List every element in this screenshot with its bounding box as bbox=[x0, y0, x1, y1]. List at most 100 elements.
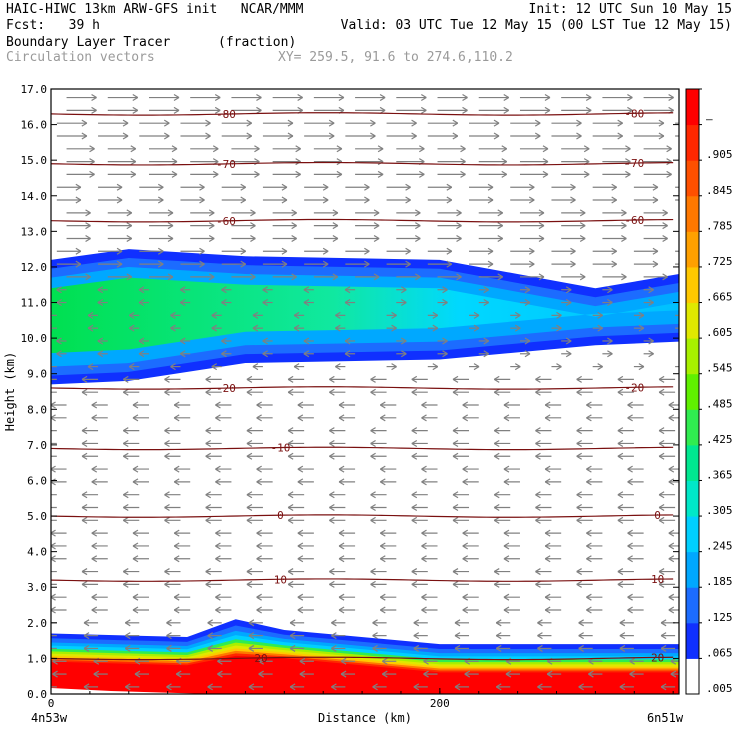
wind-vector-21 bbox=[258, 670, 273, 678]
wind-vector-102 bbox=[297, 606, 314, 614]
contour-label--80-0: -80 bbox=[216, 108, 236, 121]
wind-vector-444 bbox=[561, 337, 572, 345]
wind-vector-484 bbox=[221, 299, 232, 307]
y-tick-label-10.0: 10.0 bbox=[21, 332, 48, 345]
wind-vector-135 bbox=[329, 580, 346, 588]
wind-vector-3 bbox=[166, 683, 181, 691]
wind-vector-276 bbox=[215, 465, 232, 473]
wind-vector-458 bbox=[469, 324, 480, 332]
wind-vector-581 bbox=[272, 222, 297, 230]
wind-vector-152 bbox=[370, 568, 387, 576]
wind-vector-683 bbox=[519, 145, 549, 153]
wind-vector-325 bbox=[246, 427, 263, 435]
wind-vector-616 bbox=[386, 196, 411, 204]
wind-vector-239 bbox=[658, 504, 676, 512]
wind-vector-492 bbox=[561, 299, 572, 307]
wind-vector-373 bbox=[246, 388, 263, 396]
wind-vector-387 bbox=[164, 375, 181, 383]
wind-vector-721 bbox=[107, 106, 139, 114]
wind-vector-637 bbox=[592, 183, 617, 191]
wind-vector-679 bbox=[355, 145, 384, 153]
wind-vector-485 bbox=[262, 299, 273, 307]
wind-vector-647 bbox=[355, 170, 384, 178]
wind-vector-174 bbox=[627, 555, 644, 563]
wind-vector-704 bbox=[56, 119, 88, 127]
wind-vector-144 bbox=[51, 570, 57, 573]
wind-vector-136 bbox=[370, 580, 387, 588]
wind-vector-330 bbox=[452, 427, 470, 435]
wind-vector-610 bbox=[139, 196, 164, 204]
terrain-sliver bbox=[51, 688, 211, 694]
y-tick-label-12.0: 12.0 bbox=[21, 261, 48, 274]
wind-vector-77 bbox=[578, 632, 593, 640]
x-tick-label-200: 200 bbox=[430, 697, 450, 710]
wind-vector-159 bbox=[658, 568, 676, 576]
wind-vector-288 bbox=[51, 455, 57, 457]
wind-vector-518 bbox=[313, 273, 339, 281]
wind-vector-317 bbox=[576, 439, 593, 447]
wind-vector-211 bbox=[164, 516, 181, 524]
wind-vector-421 bbox=[262, 350, 273, 358]
colorbar-label-3: .185 bbox=[706, 575, 733, 588]
wind-vector-323 bbox=[164, 427, 181, 435]
wind-vector-12 bbox=[537, 683, 552, 691]
wind-vector-31 bbox=[670, 670, 679, 678]
wind-vector-49 bbox=[83, 644, 99, 652]
wind-vector-409 bbox=[427, 363, 439, 371]
wind-vector-545 bbox=[98, 247, 123, 255]
wind-vector-58 bbox=[454, 644, 470, 652]
wind-vector-702 bbox=[633, 132, 665, 140]
wind-vector-294 bbox=[287, 452, 305, 460]
wind-vector-452 bbox=[211, 324, 222, 332]
wind-vector-60 bbox=[537, 644, 552, 652]
y-tick-label-17.0: 17.0 bbox=[21, 83, 48, 96]
wind-vector-207 bbox=[668, 529, 679, 537]
wind-vector-574 bbox=[643, 234, 668, 242]
wind-vector-462 bbox=[633, 324, 645, 332]
wind-vector-528 bbox=[56, 260, 82, 268]
wind-vector-265 bbox=[421, 478, 438, 486]
wind-vector-134 bbox=[287, 580, 305, 588]
wind-vector-119 bbox=[338, 593, 356, 601]
wind-vector-187 bbox=[503, 542, 520, 550]
wind-vector-334 bbox=[617, 427, 634, 435]
wind-vector-195 bbox=[173, 529, 191, 537]
wind-vector-367 bbox=[668, 401, 679, 409]
wind-vector-371 bbox=[164, 388, 181, 396]
wind-vector-358 bbox=[297, 401, 314, 409]
wind-vector-128 bbox=[51, 583, 57, 585]
wind-vector-242 bbox=[122, 491, 140, 499]
wind-vector-289 bbox=[81, 452, 99, 460]
wind-vector-508 bbox=[561, 286, 572, 294]
wind-vector-39 bbox=[340, 657, 356, 665]
wind-vector-208 bbox=[51, 519, 57, 521]
wind-vector-236 bbox=[535, 504, 552, 512]
y-tick-label-5.0: 5.0 bbox=[27, 510, 47, 523]
wind-vector-454 bbox=[293, 324, 305, 332]
wind-vector-477 bbox=[592, 311, 603, 319]
forecast-hour: Fcst: 39 h bbox=[6, 18, 100, 33]
wind-vector-15 bbox=[660, 683, 676, 691]
wind-vector-108 bbox=[544, 606, 562, 614]
wind-vector-406 bbox=[293, 363, 305, 371]
wind-vector-498 bbox=[138, 286, 149, 294]
wind-vector-161 bbox=[91, 555, 108, 563]
wind-vector-344 bbox=[379, 414, 397, 422]
x-end-label-right: 6n51w bbox=[647, 711, 684, 725]
wind-vector-268 bbox=[544, 478, 562, 486]
wind-vector-81 bbox=[83, 619, 99, 627]
wind-vector-254 bbox=[617, 491, 634, 499]
wind-vector-474 bbox=[469, 311, 480, 319]
wind-vector-588 bbox=[561, 222, 586, 230]
wind-vector-245 bbox=[246, 491, 263, 499]
wind-vector-489 bbox=[437, 299, 448, 307]
wind-vector-331 bbox=[493, 427, 511, 435]
wind-vector-355 bbox=[173, 401, 191, 409]
wind-vector-228 bbox=[205, 504, 222, 512]
wind-vector-413 bbox=[592, 363, 603, 371]
wind-vector-356 bbox=[215, 401, 232, 409]
wind-vector-397 bbox=[576, 375, 593, 383]
wind-vector-500 bbox=[221, 286, 232, 294]
wind-vector-349 bbox=[586, 414, 603, 422]
wind-vector-694 bbox=[304, 132, 335, 140]
